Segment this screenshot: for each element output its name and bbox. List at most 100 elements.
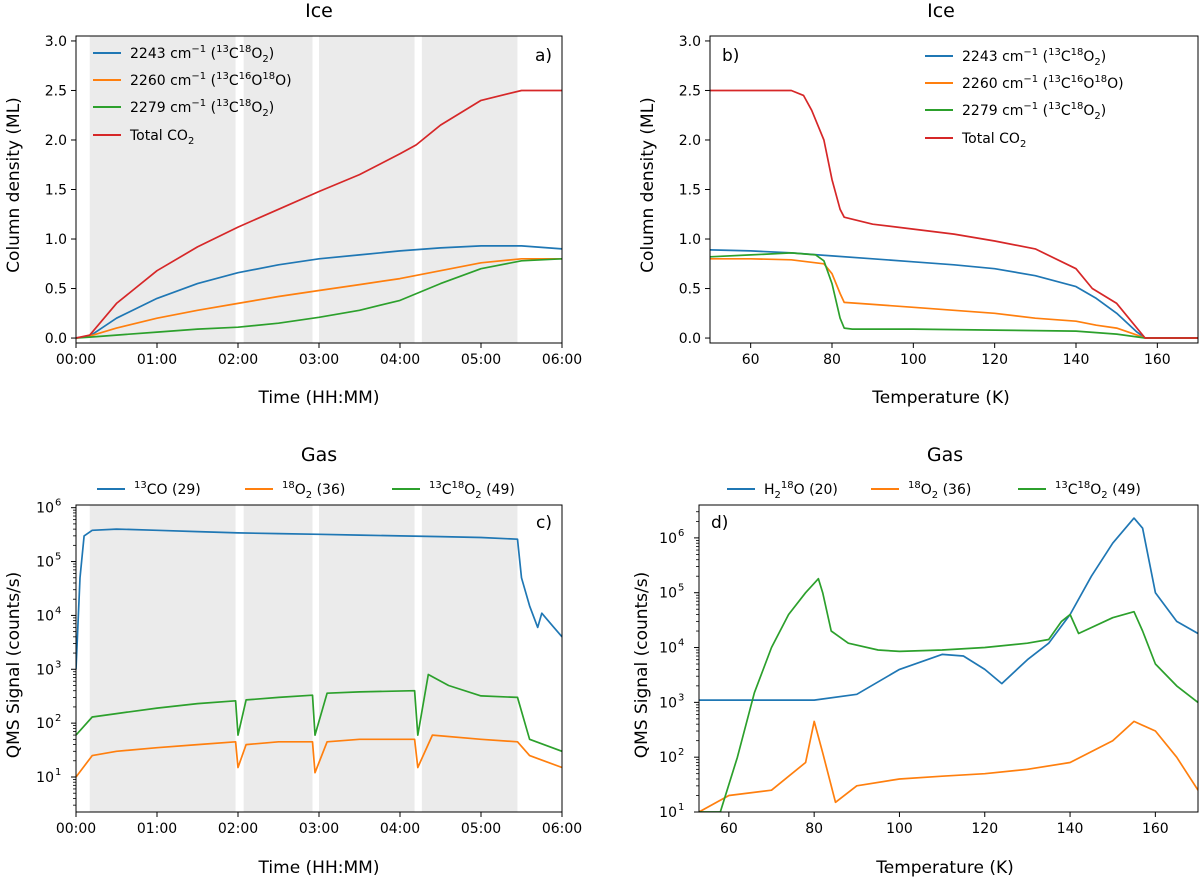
series-group: [76, 89, 562, 339]
legend-label-18o2: 18O2 (36): [282, 480, 345, 501]
legend-label-2243: 2243 cm−1 (13C18O2): [962, 47, 1106, 68]
x-tick-label: 80: [823, 352, 841, 368]
y-tick-label: 1.0: [679, 232, 701, 248]
legend-label-2279: 2279 cm−1 (13C18O2): [130, 98, 274, 119]
panel-c-ylabel: QMS Signal (counts/s): [4, 572, 24, 759]
y-tick-label: 10: [659, 750, 677, 766]
panel-a-letter: a): [535, 46, 552, 66]
y-tick-label: 2.5: [45, 83, 67, 99]
x-tick-label: 04:00: [380, 352, 420, 368]
y-tick-exponent: 1: [55, 767, 61, 778]
panel-d-legend: H218O (20) 18O2 (36) 13C18O2 (49): [727, 480, 1141, 501]
x-tick-label: 05:00: [461, 821, 501, 837]
y-tick-label: 10: [36, 716, 54, 732]
x-tick-label: 05:00: [461, 352, 501, 368]
series-line-3: [76, 673, 562, 753]
x-tick-label: 120: [971, 821, 998, 837]
y-tick-label: 2.0: [679, 133, 701, 149]
panel-d-xlabel: Temperature (K): [875, 858, 1014, 878]
y-tick-label: 0.5: [45, 282, 67, 298]
y-tick-exponent: 3: [55, 659, 61, 670]
y-tick-exponent: 4: [678, 638, 684, 649]
shaded-interval-4: [421, 36, 518, 343]
x-tick-label: 03:00: [299, 821, 339, 837]
shaded-interval-3: [319, 36, 415, 343]
series-line-3: [710, 252, 1198, 339]
y-tick-exponent: 2: [678, 747, 684, 758]
x-tick-label: 120: [981, 352, 1008, 368]
y-tick-label: 0.0: [45, 331, 67, 347]
series-line-1: [699, 517, 1198, 701]
y-tick-label: 10: [36, 555, 54, 571]
y-tick-exponent: 6: [55, 498, 61, 509]
y-tick-label: 2.0: [45, 133, 67, 149]
panel-a: Ice 00:00 01:00 02:00 03:00 04:00 05:00 06:000…: [4, 0, 582, 408]
series-line-3: [76, 257, 562, 339]
axes-frame: [709, 35, 1199, 344]
legend-label-2260: 2260 cm−1 (13C16O18O): [130, 71, 292, 89]
shaded-interval-1: [89, 36, 236, 343]
shaded-interval-2: [243, 505, 313, 812]
legend-label-h218o: H218O (20): [764, 480, 838, 501]
legend-label-2243: 2243 cm−1 (13C18O2): [130, 44, 274, 65]
x-tick-label: 60: [742, 352, 760, 368]
series-line-4: [76, 89, 562, 339]
panel-b-xlabel: Temperature (K): [871, 388, 1010, 408]
y-tick-label: 10: [659, 805, 677, 821]
y-tick-label: 10: [659, 531, 677, 547]
shaded-interval-2: [243, 36, 313, 343]
panel-b: Ice 60 80 100 120 140 160 0.0 0.5 1.0 1.5 2.0 2.5 3.…: [638, 0, 1199, 408]
panel-d-ylabel: QMS Signal (counts/s): [632, 572, 652, 759]
series-line-1: [76, 245, 562, 339]
series-group: [710, 89, 1198, 339]
y-tick-label: 10: [659, 695, 677, 711]
y-tick-label: 1.0: [45, 232, 67, 248]
legend-label-total: Total CO2: [129, 128, 194, 147]
series-line-1: [710, 249, 1198, 339]
y-tick-label: 1.5: [679, 183, 701, 199]
legend-label-2279: 2279 cm−1 (13C18O2): [962, 101, 1106, 122]
panel-b-ylabel: Column density (ML): [638, 97, 658, 273]
series-line-4: [710, 89, 1198, 339]
x-tick-label: 100: [886, 821, 913, 837]
x-tick-label: 00:00: [56, 352, 96, 368]
x-tick-label: 00:00: [56, 821, 96, 837]
x-tick-label: 140: [1057, 821, 1084, 837]
y-tick-exponent: 5: [678, 583, 684, 594]
panel-a-plot-area: 00:00 01:00 02:00 03:00 04:00 05:00 06:00 0.0 0.…: [45, 34, 582, 368]
x-tick-label: 160: [1142, 821, 1169, 837]
series-line-2: [710, 257, 1198, 339]
x-tick-label: 100: [900, 352, 927, 368]
series-group: [76, 528, 562, 778]
series-group: [699, 517, 1198, 812]
y-tick-exponent: 5: [55, 552, 61, 563]
y-tick-exponent: 3: [678, 692, 684, 703]
axes-frame: [698, 504, 1199, 813]
x-tick-label: 06:00: [542, 821, 582, 837]
panel-c: Gas 00:00 01:00 02:00 03:00 04:00 05:00 06:00 1…: [4, 444, 582, 878]
panel-c-title: Gas: [301, 444, 337, 466]
y-tick-label: 10: [36, 770, 54, 786]
x-tick-label: 140: [1063, 352, 1090, 368]
panel-b-title: Ice: [927, 0, 955, 22]
panel-d-letter: d): [711, 513, 728, 533]
x-tick-label: 01:00: [137, 352, 177, 368]
shaded-interval-4: [421, 505, 518, 812]
legend-label-2260: 2260 cm−1 (13C16O18O): [962, 74, 1124, 92]
x-tick-label: 03:00: [299, 352, 339, 368]
legend-label-13c18o2: 13C18O2 (49): [1055, 480, 1141, 501]
y-tick-exponent: 4: [55, 605, 61, 616]
series-line-2: [699, 720, 1198, 812]
panel-a-title: Ice: [305, 0, 333, 22]
panel-a-legend: 2243 cm−1 (13C18O2) 2260 cm−1 (13C16O18O…: [93, 44, 292, 147]
y-tick-label: 10: [36, 608, 54, 624]
shaded-interval-3: [319, 505, 415, 812]
y-tick-label: 1.5: [45, 183, 67, 199]
legend-label-total: Total CO2: [961, 131, 1026, 150]
panel-a-xlabel: Time (HH:MM): [258, 388, 380, 408]
legend-label-18o2: 18O2 (36): [908, 480, 971, 501]
x-tick-label: 60: [720, 821, 738, 837]
